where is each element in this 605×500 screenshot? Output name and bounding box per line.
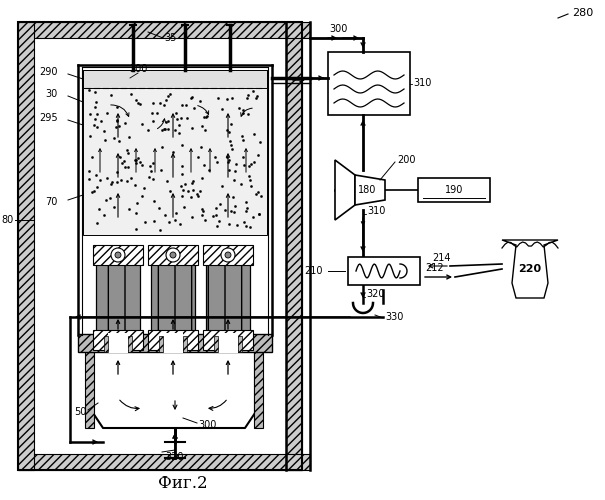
Bar — [93, 330, 143, 350]
Bar — [85, 352, 94, 428]
Bar — [18, 22, 302, 38]
Bar — [148, 330, 198, 350]
Text: 30: 30 — [46, 89, 58, 99]
Bar — [183, 336, 187, 352]
Polygon shape — [502, 240, 558, 298]
Text: 280: 280 — [572, 8, 594, 18]
Text: 80: 80 — [2, 215, 14, 225]
Text: 310: 310 — [367, 206, 385, 216]
Bar — [348, 257, 420, 285]
Bar — [203, 330, 253, 350]
Text: 300: 300 — [198, 420, 217, 430]
Bar — [18, 454, 302, 470]
Bar — [151, 247, 195, 332]
Text: 214: 214 — [432, 253, 451, 263]
Bar — [163, 333, 183, 353]
Bar — [286, 454, 310, 470]
Text: 212: 212 — [425, 263, 443, 273]
Bar — [286, 22, 302, 470]
Text: 310: 310 — [413, 78, 431, 88]
Text: 300: 300 — [329, 24, 347, 34]
Bar — [286, 22, 310, 38]
Bar — [34, 38, 286, 454]
Polygon shape — [355, 175, 385, 205]
Bar — [206, 247, 250, 332]
Polygon shape — [335, 160, 355, 220]
Text: 220: 220 — [518, 264, 541, 274]
Circle shape — [225, 252, 231, 258]
Bar — [96, 247, 140, 332]
Bar — [254, 352, 263, 428]
Bar — [218, 333, 238, 353]
Circle shape — [170, 252, 176, 258]
Text: 210: 210 — [304, 266, 323, 276]
Bar — [108, 333, 128, 353]
Bar — [18, 22, 302, 470]
Bar — [159, 336, 163, 352]
Bar — [148, 245, 198, 265]
Text: 70: 70 — [45, 197, 58, 207]
Text: 330: 330 — [385, 312, 404, 322]
Bar — [18, 22, 34, 470]
Text: 180: 180 — [358, 185, 376, 195]
Text: 35: 35 — [164, 33, 177, 43]
Text: 320: 320 — [166, 452, 185, 462]
Circle shape — [115, 252, 121, 258]
Text: 320: 320 — [366, 289, 385, 299]
Text: 290: 290 — [39, 67, 58, 77]
Circle shape — [166, 248, 180, 262]
Bar — [83, 70, 267, 88]
Circle shape — [111, 248, 125, 262]
Bar — [94, 352, 254, 428]
Bar — [78, 334, 272, 352]
Bar — [93, 245, 143, 265]
Bar — [238, 336, 242, 352]
Circle shape — [221, 248, 235, 262]
Bar — [128, 336, 132, 352]
Bar — [214, 336, 218, 352]
Text: 190: 190 — [445, 185, 463, 195]
Bar — [83, 70, 267, 235]
Text: Фиг.2: Фиг.2 — [158, 476, 208, 492]
Bar — [104, 336, 108, 352]
Text: 300: 300 — [129, 64, 147, 74]
Text: 295: 295 — [39, 113, 58, 123]
Bar — [418, 178, 490, 202]
Bar — [203, 245, 253, 265]
Text: 50: 50 — [74, 407, 87, 417]
Text: 200: 200 — [397, 155, 416, 165]
Bar — [328, 52, 410, 115]
